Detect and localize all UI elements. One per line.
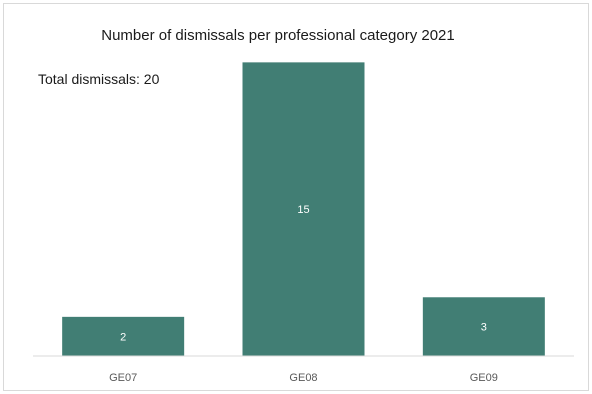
bar-ge07 bbox=[62, 316, 185, 356]
data-label-ge09: 3 bbox=[481, 322, 487, 334]
chart-title: Number of dismissals per professional ca… bbox=[101, 27, 455, 44]
x-tick-ge08: GE08 bbox=[289, 372, 317, 384]
x-tick-ge07: GE07 bbox=[109, 372, 137, 384]
bar-ge08 bbox=[242, 62, 365, 356]
total-dismissals-note: Total dismissals: 20 bbox=[38, 71, 160, 87]
x-tick-ge09: GE09 bbox=[470, 372, 498, 384]
x-tick-labels: GE07 GE08 GE09 bbox=[109, 372, 498, 384]
data-label-ge07: 2 bbox=[120, 331, 126, 343]
data-label-ge08: 15 bbox=[297, 204, 309, 216]
bars-group: 2 15 3 bbox=[62, 62, 545, 356]
bar-ge09 bbox=[422, 297, 545, 356]
